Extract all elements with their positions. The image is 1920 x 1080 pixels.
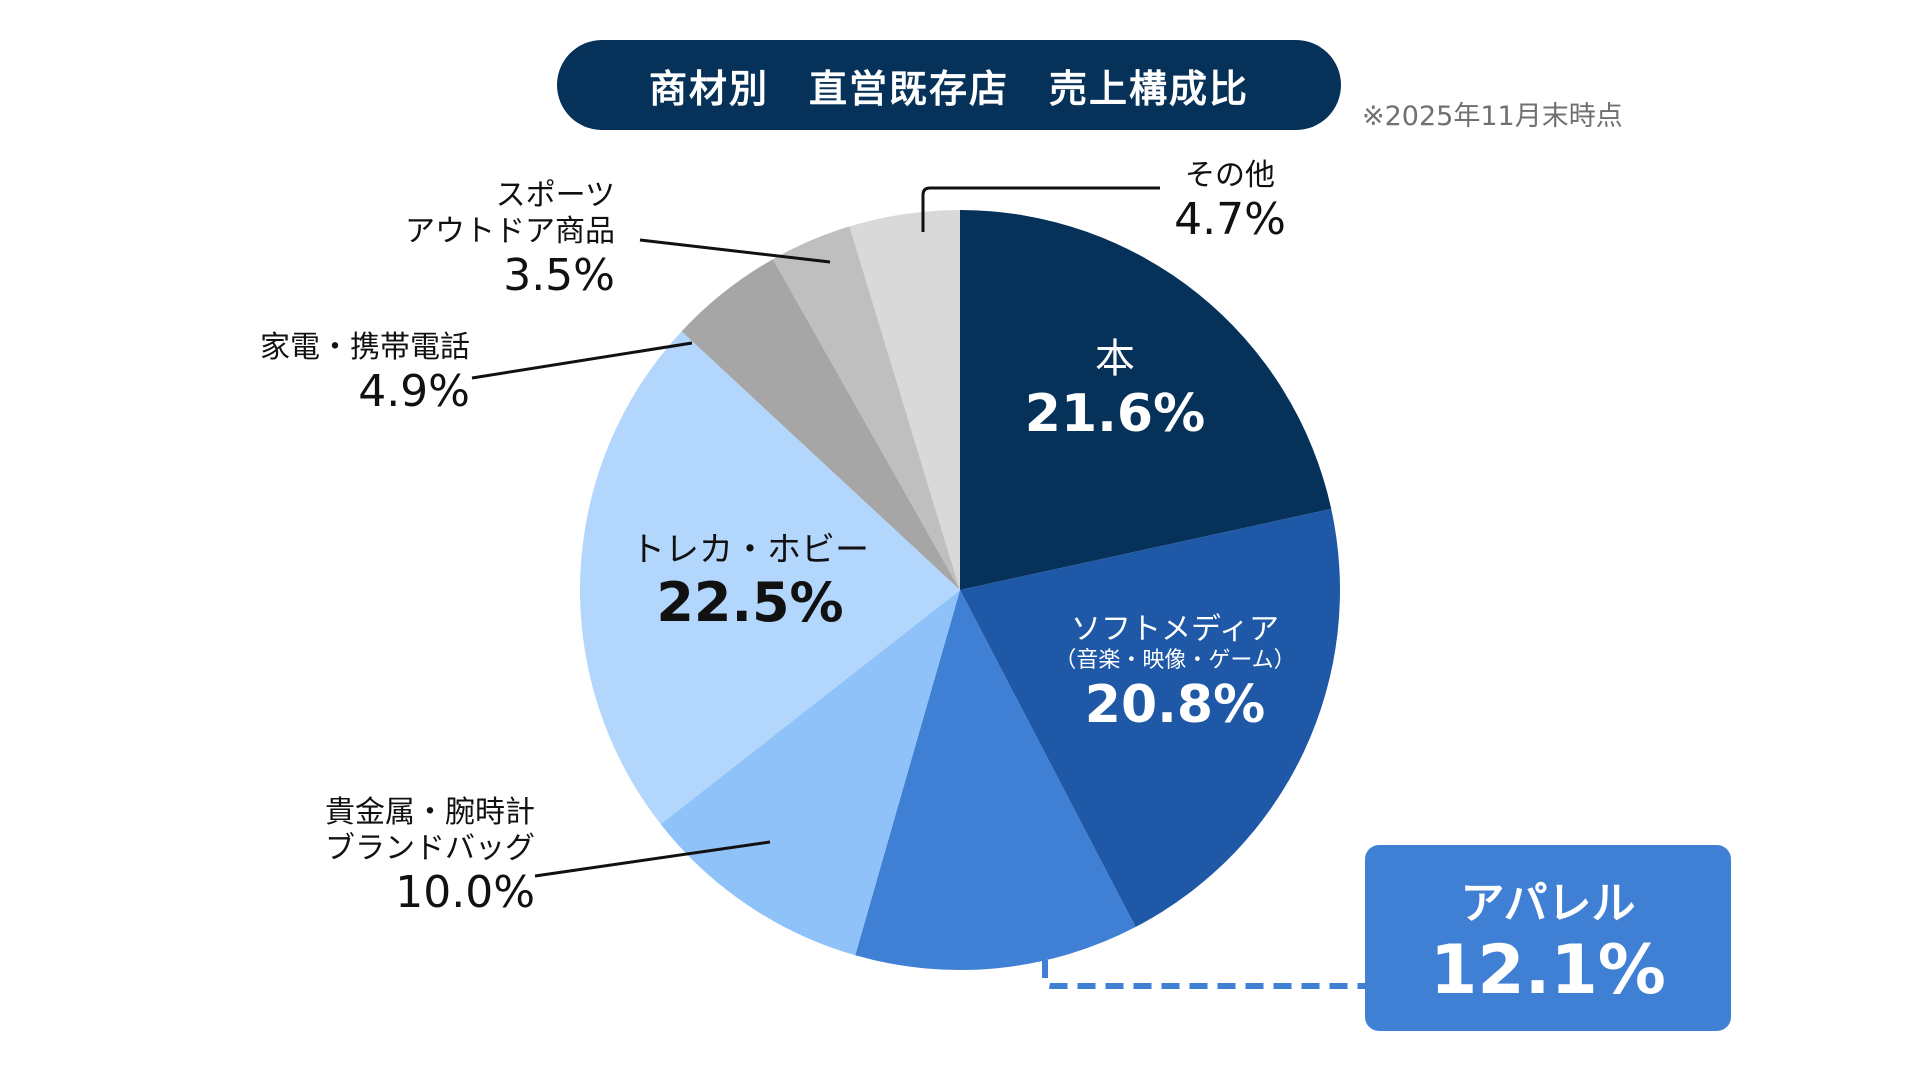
label-other-name: その他: [1185, 158, 1275, 193]
label-soft-media-name: ソフトメディア: [1071, 612, 1279, 647]
pie-slice-other: [849, 210, 960, 590]
pie-slice-sports: [772, 226, 960, 590]
label-soft-media-pct: 20.8%: [1084, 675, 1266, 736]
label-other: その他 4.7%: [1160, 158, 1300, 247]
label-sports-pct: 3.5%: [503, 250, 615, 301]
label-books-pct: 21.6%: [1024, 384, 1206, 444]
label-sports-name2: アウトドア商品: [405, 214, 615, 249]
leader-line-jewelry: [534, 840, 771, 878]
label-jewelry-name: 貴金属・腕時計: [325, 795, 535, 830]
label-apparel-pct: 12.1%: [1430, 930, 1666, 1010]
label-jewelry: 貴金属・腕時計 ブランドバッグ 10.0%: [285, 795, 535, 920]
label-electronics: 家電・携帯電話 4.9%: [205, 330, 470, 419]
leader-line-other: [921, 186, 1160, 232]
apparel-callout: アパレル 12.1%: [1365, 845, 1731, 1031]
pie-slice-electronics: [681, 259, 960, 590]
label-books: 本 21.6%: [1005, 335, 1225, 445]
date-note: ※2025年11月末時点: [1362, 101, 1623, 132]
leader-line-electronics: [471, 341, 693, 380]
label-soft-media-sub: （音楽・映像・ゲーム）: [1054, 648, 1296, 673]
label-electronics-pct: 4.9%: [358, 366, 470, 417]
label-soft-media: ソフトメディア （音楽・映像・ゲーム） 20.8%: [1025, 612, 1325, 737]
pie-slice-hobby: [580, 331, 960, 825]
label-jewelry-name2: ブランドバッグ: [325, 831, 535, 866]
label-sports: スポーツ アウトドア商品 3.5%: [360, 178, 615, 303]
label-sports-name: スポーツ: [495, 178, 615, 213]
label-jewelry-pct: 10.0%: [395, 867, 535, 918]
label-hobby-name: トレカ・ホビー: [631, 530, 869, 570]
label-books-name: 本: [1095, 336, 1135, 382]
label-apparel-name: アパレル: [1460, 877, 1636, 929]
label-hobby-pct: 22.5%: [656, 570, 844, 634]
pie-slice-apparel: [855, 590, 1136, 970]
chart-title: 商材別 直営既存店 売上構成比: [557, 40, 1341, 130]
label-hobby: トレカ・ホビー 22.5%: [600, 530, 900, 636]
label-other-pct: 4.7%: [1174, 194, 1286, 245]
pie-slice-books: [960, 210, 1332, 590]
label-electronics-name: 家電・携帯電話: [260, 330, 470, 365]
leader-line-sports: [639, 238, 831, 264]
leader-line-apparel: [1042, 960, 1365, 989]
pie-slice-soft-media: [960, 508, 1340, 928]
pie-slice-jewelry: [660, 590, 960, 956]
